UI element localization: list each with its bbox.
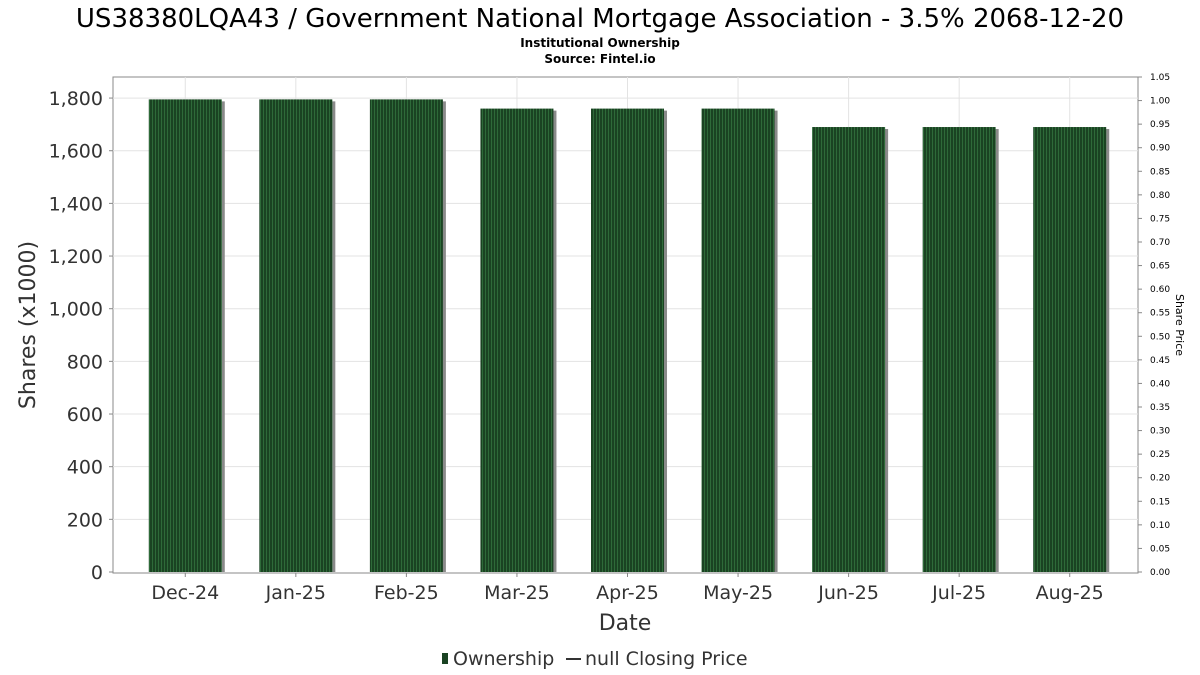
x-tick-label: Feb-25 xyxy=(374,582,439,604)
bar-jun-25 xyxy=(812,127,886,572)
y2-tick-label: 0.35 xyxy=(1150,403,1170,413)
y-tick-label: 400 xyxy=(67,457,103,479)
y2-tick-label: 0.80 xyxy=(1150,191,1170,201)
y2-tick-label: 0.95 xyxy=(1150,120,1170,130)
y-tick-label: 1,200 xyxy=(49,246,103,268)
x-tick-label: May-25 xyxy=(703,582,773,604)
legend-ownership-label: Ownership xyxy=(453,648,554,670)
y-axis-label: Shares (x1000) xyxy=(16,241,41,409)
bar-may-25 xyxy=(701,108,775,573)
y2-tick-label: 0.90 xyxy=(1150,144,1170,154)
chart-subtitle: Institutional Ownership xyxy=(520,36,680,50)
y2-tick-label: 0.05 xyxy=(1150,544,1170,554)
bars xyxy=(148,99,1110,573)
x-tick-label: Aug-25 xyxy=(1036,582,1104,604)
y2-tick-label: 0.85 xyxy=(1150,167,1170,177)
y2-tick-label: 0.20 xyxy=(1150,474,1170,484)
y2-tick-label: 0.00 xyxy=(1150,568,1170,578)
y2-axis-label: Share Price xyxy=(1173,294,1186,356)
y-tick-label: 1,000 xyxy=(49,299,103,321)
bar-aug-25 xyxy=(1033,127,1107,572)
y2-tick-label: 0.65 xyxy=(1150,262,1170,272)
x-tick-label: Jul-25 xyxy=(931,582,986,604)
y2-tick-label: 0.70 xyxy=(1150,238,1170,248)
y-axis: 0 200 400 600 800 1,000 1,200 1,400 1,600 1,800 xyxy=(49,88,113,584)
bar-jan-25 xyxy=(259,99,333,573)
x-tick-label: Mar-25 xyxy=(484,582,550,604)
y2-tick-label: 0.45 xyxy=(1150,356,1170,366)
x-axis: Dec-24 Jan-25 Feb-25 Mar-25 Apr-25 May-25 Jun-… xyxy=(113,572,1138,604)
y2-tick-label: 1.00 xyxy=(1150,97,1170,107)
y2-tick-label: 0.75 xyxy=(1150,214,1170,224)
bar-dec-24 xyxy=(148,99,222,573)
y2-tick-label: 0.30 xyxy=(1150,427,1170,437)
y2-tick-label: 0.50 xyxy=(1150,332,1170,342)
y2-axis: 0.00 0.05 0.10 0.15 0.20 0.25 0.30 0.35 0.40 0.45… xyxy=(1138,73,1170,578)
y2-tick-label: 0.10 xyxy=(1150,521,1170,531)
legend-ownership-swatch xyxy=(442,653,448,664)
y2-tick-label: 0.55 xyxy=(1150,309,1170,319)
x-tick-label: Apr-25 xyxy=(596,582,659,604)
bar-apr-25 xyxy=(591,108,664,573)
y-tick-label: 1,400 xyxy=(49,193,103,215)
y-tick-label: 0 xyxy=(91,562,103,584)
y2-tick-label: 0.60 xyxy=(1150,285,1170,295)
y2-tick-label: 0.40 xyxy=(1150,379,1170,389)
bar-jul-25 xyxy=(922,127,996,572)
bar-mar-25 xyxy=(480,108,554,573)
y-tick-label: 200 xyxy=(67,509,103,531)
legend: Ownership null Closing Price xyxy=(442,648,748,670)
y-tick-label: 1,800 xyxy=(49,88,103,110)
x-tick-label: Jun-25 xyxy=(817,582,879,604)
chart-title: US38380LQA43 / Government National Mortg… xyxy=(76,4,1124,34)
legend-price-label: null Closing Price xyxy=(585,648,748,670)
y-tick-label: 800 xyxy=(67,351,103,373)
bar-feb-25 xyxy=(369,99,443,573)
x-tick-label: Jan-25 xyxy=(265,582,326,604)
y2-tick-label: 0.25 xyxy=(1150,450,1170,460)
y2-tick-label: 1.05 xyxy=(1150,73,1170,83)
y-tick-label: 600 xyxy=(67,404,103,426)
y2-tick-label: 0.15 xyxy=(1150,497,1170,507)
x-tick-label: Dec-24 xyxy=(151,582,219,604)
chart-source: Source: Fintel.io xyxy=(544,52,655,66)
x-axis-label: Date xyxy=(599,611,652,636)
y-tick-label: 1,600 xyxy=(49,141,103,163)
